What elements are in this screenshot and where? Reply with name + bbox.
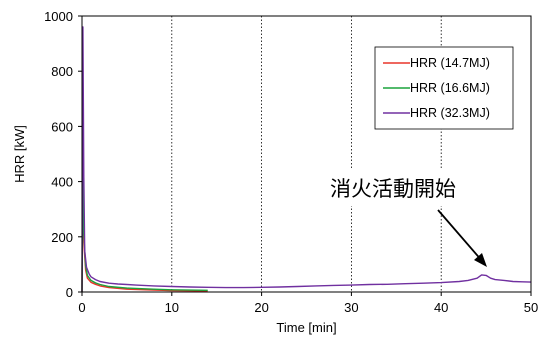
annotation-background [322, 170, 514, 206]
y-tick-label: 600 [51, 119, 73, 134]
legend-label-16-6mj: HRR (16.6MJ) [410, 81, 490, 95]
annotation-arrow [437, 209, 484, 263]
legend-label-32-3mj: HRR (32.3MJ) [410, 106, 490, 120]
x-tick-label: 30 [344, 300, 358, 315]
y-axis-ticks: 0 200 400 600 800 1000 [44, 9, 82, 300]
x-axis-ticks: 0 10 20 30 40 50 [78, 292, 538, 315]
y-tick-label: 0 [66, 285, 73, 300]
y-tick-label: 800 [51, 64, 73, 79]
y-axis-label: HRR [kW] [12, 125, 27, 183]
x-tick-label: 0 [78, 300, 85, 315]
y-tick-label: 400 [51, 175, 73, 190]
y-tick-label: 200 [51, 230, 73, 245]
x-tick-label: 40 [434, 300, 448, 315]
legend: HRR (14.7MJ) HRR (16.6MJ) HRR (32.3MJ) [374, 46, 514, 130]
series-lines [81, 26, 532, 293]
annotation: 消火活動開始 [322, 170, 514, 267]
legend-label-14-7mj: HRR (14.7MJ) [410, 56, 490, 70]
series-line-hrr-32-3mj [81, 26, 532, 293]
x-tick-label: 10 [165, 300, 179, 315]
x-tick-label: 20 [254, 300, 268, 315]
annotation-text: 消火活動開始 [330, 177, 456, 201]
x-tick-label: 50 [524, 300, 538, 315]
annotation-arrowhead [474, 253, 487, 267]
x-axis-label: Time [min] [276, 320, 336, 335]
plot-area-frame [81, 15, 532, 293]
y-tick-label: 1000 [44, 9, 73, 24]
